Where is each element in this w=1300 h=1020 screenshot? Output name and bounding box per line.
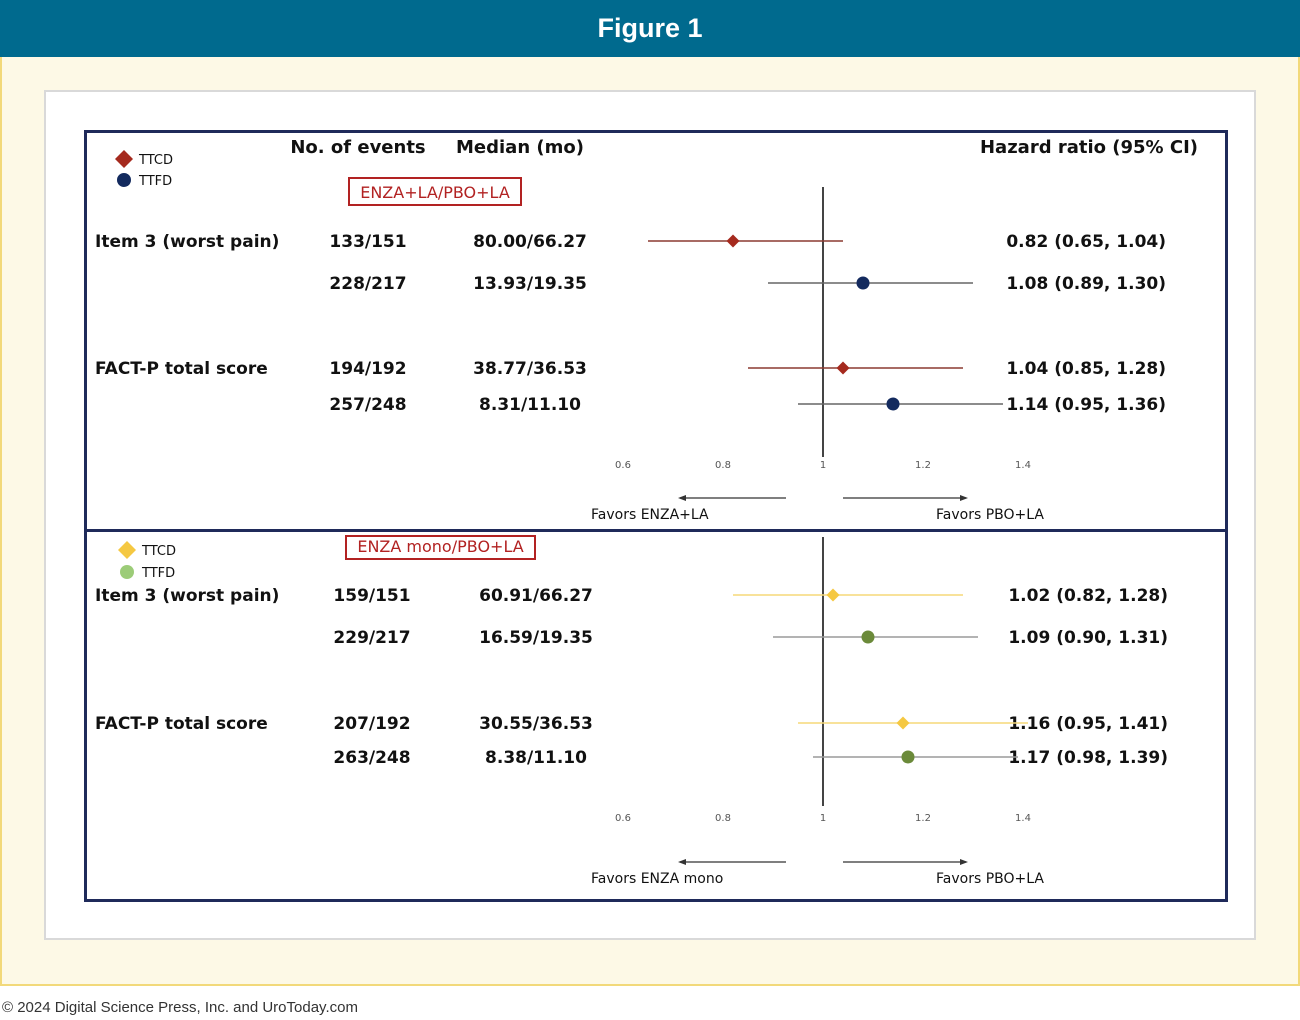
point-estimate-circle (856, 276, 870, 290)
axis-tick-label: 1.2 (915, 813, 931, 824)
point-estimate-diamond (896, 716, 910, 730)
hazard-ratio-value: 1.16 (0.95, 1.41) (1008, 714, 1168, 734)
median-value: 80.00/66.27 (473, 232, 587, 252)
favors-right-label: Favors PBO+LA (936, 871, 1044, 887)
hazard-ratio-value: 1.04 (0.85, 1.28) (1006, 359, 1166, 379)
hazard-ratio-value: 1.14 (0.95, 1.36) (1006, 395, 1166, 415)
figure-title-banner: Figure 1 (0, 0, 1300, 57)
favors-left-arrowhead (678, 859, 686, 865)
outcome-label: FACT-P total score (95, 359, 268, 379)
legend-diamond-marker (118, 541, 136, 559)
events-value: 228/217 (329, 274, 406, 294)
comparison-label-box (345, 535, 536, 560)
copyright-notice: © 2024 Digital Science Press, Inc. and U… (2, 999, 358, 1016)
legend-label: TTCD (141, 544, 176, 559)
axis-tick-label: 1 (820, 813, 826, 824)
point-estimate-diamond (826, 588, 840, 602)
comparison-label-box (348, 177, 522, 206)
figure-card (44, 90, 1256, 940)
axis-tick-label: 0.6 (615, 813, 631, 824)
point-estimate-circle (901, 750, 915, 764)
favors-right-arrowhead (960, 859, 968, 865)
median-value: 8.38/11.10 (485, 748, 587, 768)
legend-label: TTCD (138, 153, 173, 168)
events-value: 263/248 (333, 748, 410, 768)
legend-circle-marker (120, 565, 134, 579)
header-hazard-ratio: Hazard ratio (95% CI) (980, 137, 1198, 158)
legend-label: TTFD (138, 174, 172, 189)
axis-tick-label: 1.4 (1015, 460, 1031, 471)
hazard-ratio-value: 1.02 (0.82, 1.28) (1008, 586, 1168, 606)
axis-tick-label: 1.2 (915, 460, 931, 471)
point-estimate-circle (886, 397, 900, 411)
axis-tick-label: 1.4 (1015, 813, 1031, 824)
point-estimate-diamond (726, 234, 740, 248)
favors-left-label: Favors ENZA+LA (591, 507, 709, 523)
favors-left-label: Favors ENZA mono (591, 871, 723, 887)
axis-tick-label: 0.6 (615, 460, 631, 471)
events-value: 133/151 (329, 232, 406, 252)
header-median: Median (mo) (456, 137, 584, 158)
panel-2-border (84, 529, 1228, 902)
events-value: 207/192 (333, 714, 410, 734)
comparison-label: ENZA mono/PBO+LA (357, 537, 523, 556)
axis-tick-label: 1 (820, 460, 826, 471)
median-value: 13.93/19.35 (473, 274, 587, 294)
point-estimate-diamond (836, 361, 850, 375)
hazard-ratio-value: 0.82 (0.65, 1.04) (1006, 232, 1166, 252)
events-value: 229/217 (333, 628, 410, 648)
header-events: No. of events (290, 137, 425, 158)
hazard-ratio-value: 1.17 (0.98, 1.39) (1008, 748, 1168, 768)
hazard-ratio-value: 1.08 (0.89, 1.30) (1006, 274, 1166, 294)
axis-tick-label: 0.8 (715, 813, 731, 824)
median-value: 30.55/36.53 (479, 714, 593, 734)
outcome-label: Item 3 (worst pain) (95, 232, 279, 252)
legend-diamond-marker (115, 150, 133, 168)
events-value: 159/151 (333, 586, 410, 606)
median-value: 38.77/36.53 (473, 359, 587, 379)
favors-left-arrowhead (678, 495, 686, 501)
legend-circle-marker (117, 173, 131, 187)
axis-tick-label: 0.8 (715, 460, 731, 471)
events-value: 194/192 (329, 359, 406, 379)
median-value: 16.59/19.35 (479, 628, 593, 648)
comparison-label: ENZA+LA/PBO+LA (360, 183, 510, 202)
outcome-label: Item 3 (worst pain) (95, 586, 279, 606)
outcome-label: FACT-P total score (95, 714, 268, 734)
median-value: 8.31/11.10 (479, 395, 581, 415)
figure-title: Figure 1 (597, 13, 703, 43)
point-estimate-circle (861, 630, 875, 644)
favors-right-arrowhead (960, 495, 968, 501)
median-value: 60.91/66.27 (479, 586, 593, 606)
events-value: 257/248 (329, 395, 406, 415)
legend-label: TTFD (141, 566, 175, 581)
hazard-ratio-value: 1.09 (0.90, 1.31) (1008, 628, 1168, 648)
favors-right-label: Favors PBO+LA (936, 507, 1044, 523)
